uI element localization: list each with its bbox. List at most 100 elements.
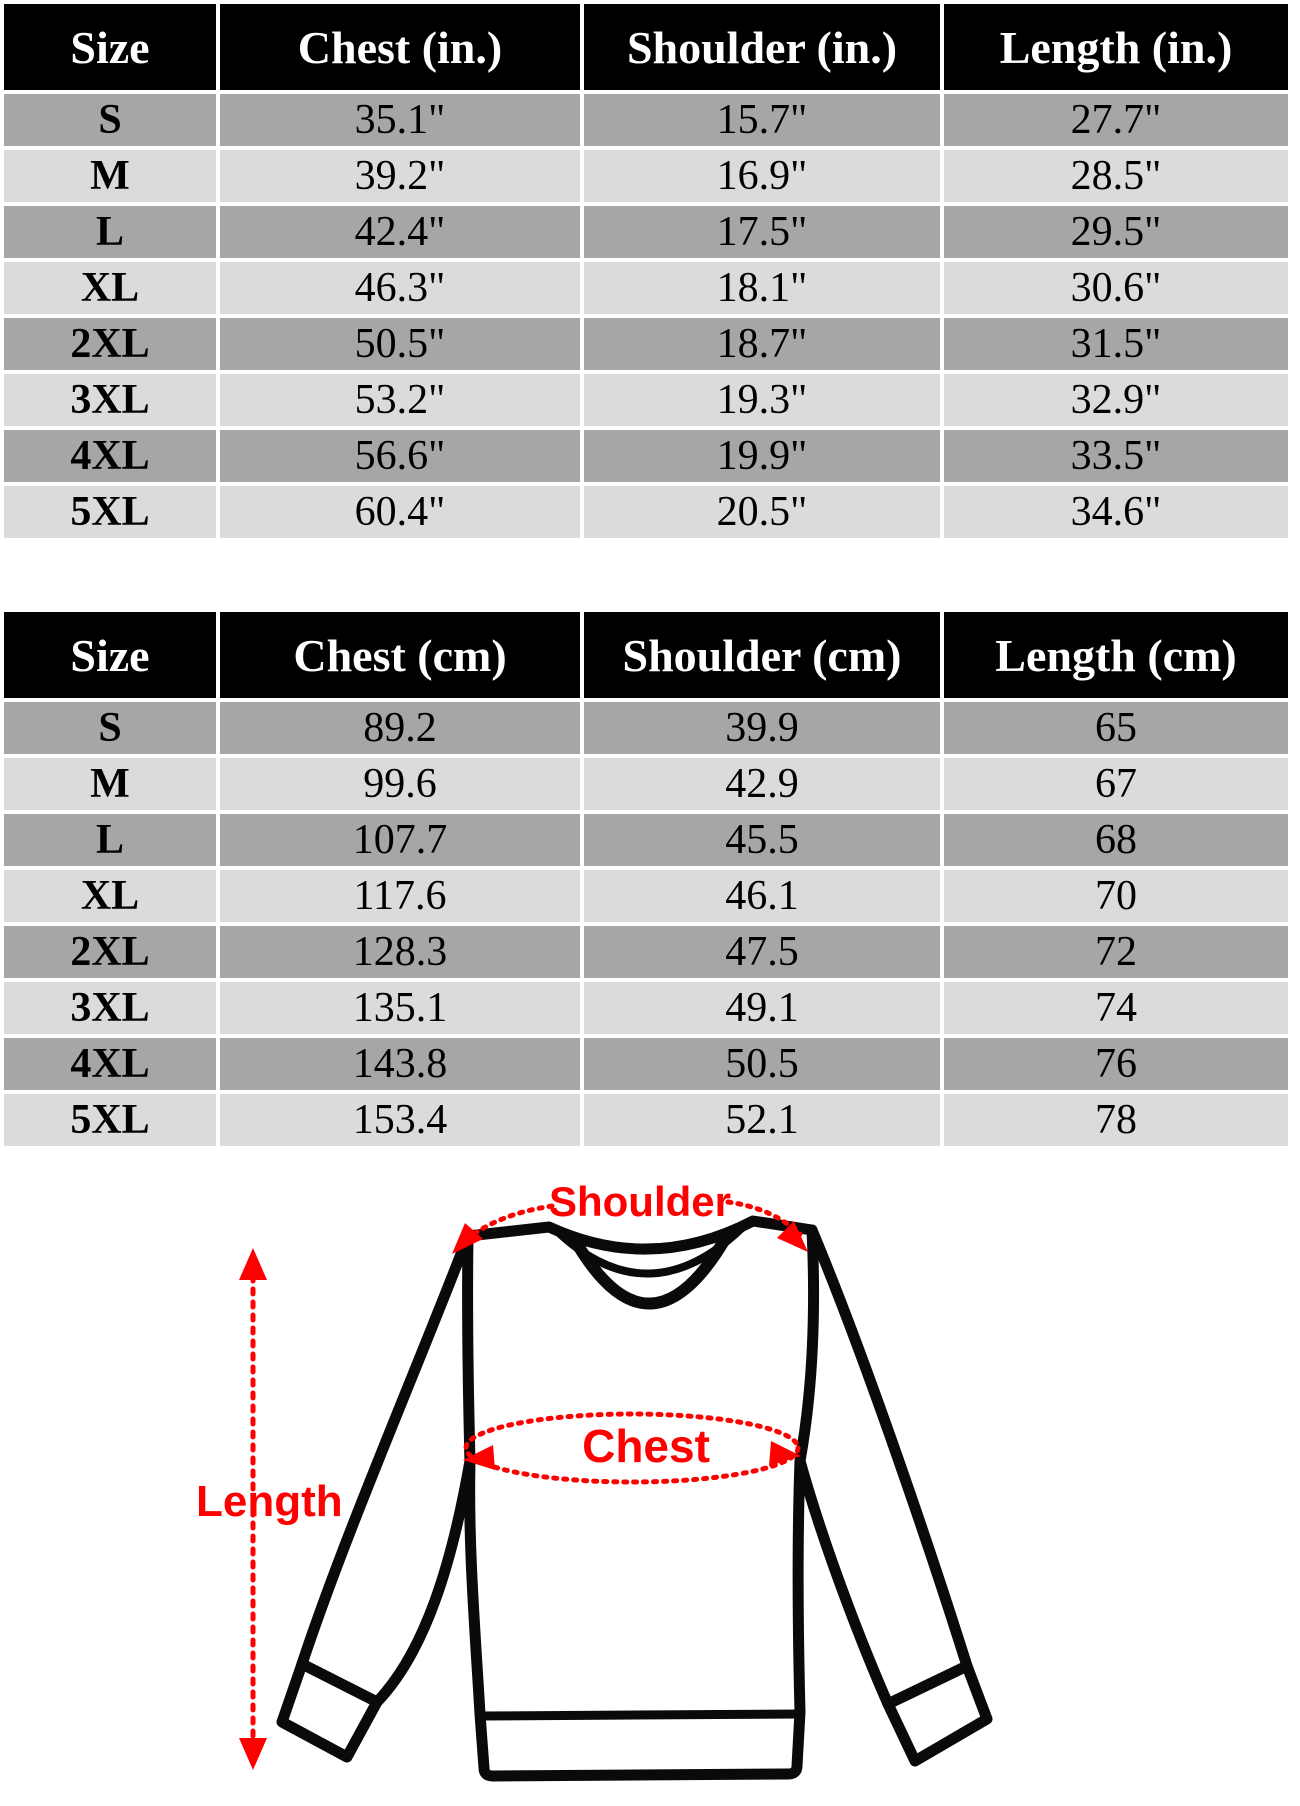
value-cell: 29.5" <box>944 206 1288 258</box>
chest-arrow-right-icon <box>769 1441 801 1466</box>
size-cell: L <box>4 206 216 258</box>
table-row: S 89.2 39.9 65 <box>4 702 1288 754</box>
value-cell: 70 <box>944 870 1288 922</box>
value-cell: 16.9" <box>584 150 940 202</box>
table-row: 5XL 153.4 52.1 78 <box>4 1094 1288 1146</box>
value-cell: 18.7" <box>584 318 940 370</box>
value-cell: 27.7" <box>944 94 1288 146</box>
value-cell: 50.5" <box>220 318 580 370</box>
value-cell: 67 <box>944 758 1288 810</box>
value-cell: 19.3" <box>584 374 940 426</box>
size-table-inches-head: Size Chest (in.) Shoulder (in.) Length (in.… <box>4 4 1288 90</box>
size-cell: 2XL <box>4 318 216 370</box>
length-label: Length <box>196 1477 343 1526</box>
size-cell: XL <box>4 262 216 314</box>
value-cell: 45.5 <box>584 814 940 866</box>
value-cell: 42.4" <box>220 206 580 258</box>
value-cell: 39.9 <box>584 702 940 754</box>
size-cell: S <box>4 702 216 754</box>
value-cell: 32.9" <box>944 374 1288 426</box>
table-row: L 107.7 45.5 68 <box>4 814 1288 866</box>
size-cell: 4XL <box>4 1038 216 1090</box>
size-table-cm-body: S 89.2 39.9 65 M 99.6 42.9 67 L 107.7 45.5 68 XL 117.… <box>4 702 1288 1146</box>
right-cuff <box>882 1660 993 1767</box>
table-row: 2XL 128.3 47.5 72 <box>4 926 1288 978</box>
chest-ellipse <box>463 1411 801 1485</box>
value-cell: 99.6 <box>220 758 580 810</box>
column-header: Length (cm) <box>944 612 1288 698</box>
collar-bottom-line <box>570 1228 734 1310</box>
size-cell: 4XL <box>4 430 216 482</box>
value-cell: 34.6" <box>944 486 1288 538</box>
size-cell: M <box>4 150 216 202</box>
left-sleeve <box>296 1230 476 1708</box>
shoulder-arrow-right-icon <box>777 1221 808 1252</box>
length-arrow-down-icon <box>239 1738 267 1770</box>
value-cell: 107.7 <box>220 814 580 866</box>
table-row: XL 46.3" 18.1" 30.6" <box>4 262 1288 314</box>
value-cell: 46.1 <box>584 870 940 922</box>
size-cell: 3XL <box>4 374 216 426</box>
value-cell: 143.8 <box>220 1038 580 1090</box>
table-row: 2XL 50.5" 18.7" 31.5" <box>4 318 1288 370</box>
value-cell: 68 <box>944 814 1288 866</box>
shoulder-label: Shoulder <box>549 1178 731 1225</box>
table-row: L 42.4" 17.5" 29.5" <box>4 206 1288 258</box>
value-cell: 19.9" <box>584 430 940 482</box>
size-cell: M <box>4 758 216 810</box>
size-cell: 2XL <box>4 926 216 978</box>
value-cell: 30.6" <box>944 262 1288 314</box>
value-cell: 20.5" <box>584 486 940 538</box>
left-cuff <box>276 1658 383 1763</box>
size-cell: XL <box>4 870 216 922</box>
value-cell: 35.1" <box>220 94 580 146</box>
size-table-inches-body: S 35.1" 15.7" 27.7" M 39.2" 16.9" 28.5" L 42.4" 17… <box>4 94 1288 538</box>
header-row: Size Chest (in.) Shoulder (in.) Length (in.… <box>4 4 1288 90</box>
size-cell: S <box>4 94 216 146</box>
value-cell: 50.5 <box>584 1038 940 1090</box>
value-cell: 56.6" <box>220 430 580 482</box>
value-cell: 76 <box>944 1038 1288 1090</box>
value-cell: 18.1" <box>584 262 940 314</box>
hem-band-line <box>475 1709 805 1721</box>
sweatshirt-drawing <box>276 1215 993 1782</box>
value-cell: 28.5" <box>944 150 1288 202</box>
value-cell: 47.5 <box>584 926 940 978</box>
value-cell: 117.6 <box>220 870 580 922</box>
column-header: Chest (in.) <box>220 4 580 90</box>
value-cell: 74 <box>944 982 1288 1034</box>
chest-label: Chest <box>582 1420 710 1472</box>
value-cell: 31.5" <box>944 318 1288 370</box>
table-row: 4XL 56.6" 19.9" 33.5" <box>4 430 1288 482</box>
table-row: 3XL 53.2" 19.3" 32.9" <box>4 374 1288 426</box>
table-row: 4XL 143.8 50.5 76 <box>4 1038 1288 1090</box>
size-cell: 5XL <box>4 1094 216 1146</box>
table-row: 3XL 135.1 49.1 74 <box>4 982 1288 1034</box>
value-cell: 153.4 <box>220 1094 580 1146</box>
size-cell: 3XL <box>4 982 216 1034</box>
column-header: Length (in.) <box>944 4 1288 90</box>
table-row: M 99.6 42.9 67 <box>4 758 1288 810</box>
table-row: 5XL 60.4" 20.5" 34.6" <box>4 486 1288 538</box>
table-row: S 35.1" 15.7" 27.7" <box>4 94 1288 146</box>
column-header: Size <box>4 4 216 90</box>
column-header: Chest (cm) <box>220 612 580 698</box>
value-cell: 53.2" <box>220 374 580 426</box>
value-cell: 78 <box>944 1094 1288 1146</box>
value-cell: 65 <box>944 702 1288 754</box>
value-cell: 49.1 <box>584 982 940 1034</box>
length-arrow-up-icon <box>239 1248 267 1280</box>
measurement-annotations: Shoulder Chest Length <box>196 1178 808 1770</box>
value-cell: 15.7" <box>584 94 940 146</box>
value-cell: 42.9 <box>584 758 940 810</box>
value-cell: 72 <box>944 926 1288 978</box>
size-table-cm-head: Size Chest (cm) Shoulder (cm) Length (cm) <box>4 612 1288 698</box>
right-sleeve <box>794 1224 973 1710</box>
size-cell: 5XL <box>4 486 216 538</box>
table-row: XL 117.6 46.1 70 <box>4 870 1288 922</box>
measurement-diagram: Shoulder Chest Length <box>196 1178 993 1782</box>
size-cell: L <box>4 814 216 866</box>
value-cell: 46.3" <box>220 262 580 314</box>
column-header: Shoulder (in.) <box>584 4 940 90</box>
